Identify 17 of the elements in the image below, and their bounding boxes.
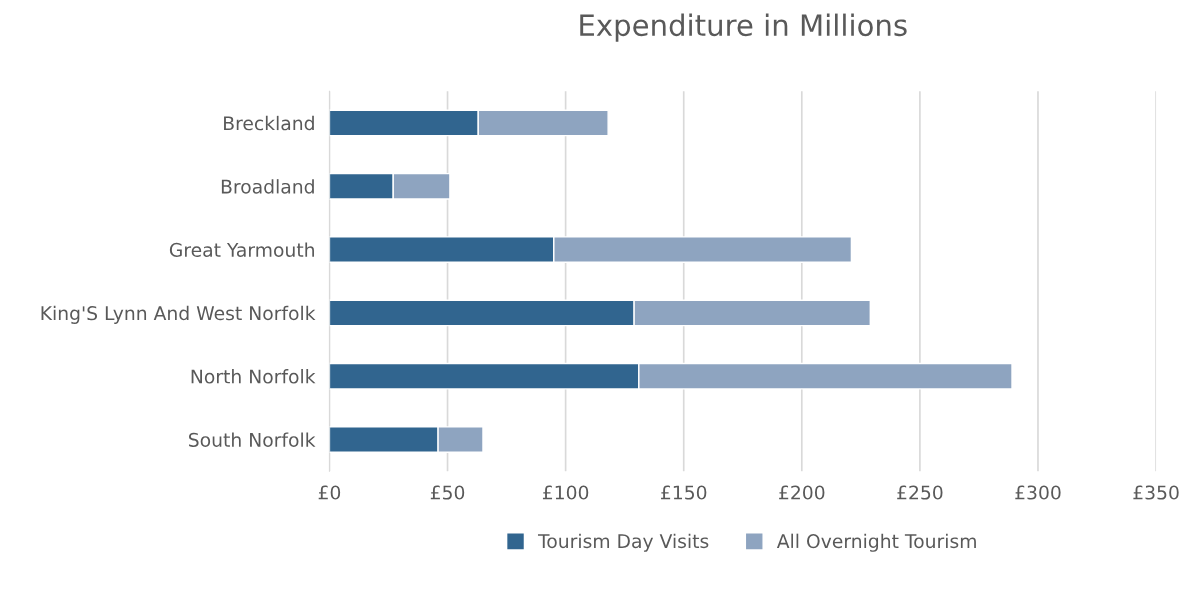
y-tick-label: Broadland bbox=[221, 179, 314, 194]
x-tick-label: £0 bbox=[318, 485, 341, 500]
y-tick-label: North Norfolk bbox=[191, 369, 316, 384]
x-tick-label: £100 bbox=[542, 485, 589, 500]
x-tick-label: £300 bbox=[1015, 485, 1061, 500]
x-tick-label: £200 bbox=[779, 485, 825, 500]
legend-label: Tourism Day Visits bbox=[537, 533, 709, 552]
x-tick-label: £350 bbox=[1133, 485, 1179, 500]
legend-label: All Overnight Tourism bbox=[776, 533, 976, 552]
x-tick-label: £150 bbox=[661, 485, 707, 500]
chart-title: Expenditure in Millions bbox=[580, 13, 907, 42]
y-tick-label: Breckland bbox=[224, 115, 314, 131]
y-tick-label: Great Yarmouth bbox=[169, 242, 314, 257]
x-tick-label: £50 bbox=[430, 485, 465, 500]
y-tick-label: South Norfolk bbox=[189, 432, 316, 447]
x-tick-label: £250 bbox=[897, 485, 943, 500]
y-tick-label: King'S Lynn And West Norfolk bbox=[41, 305, 316, 324]
